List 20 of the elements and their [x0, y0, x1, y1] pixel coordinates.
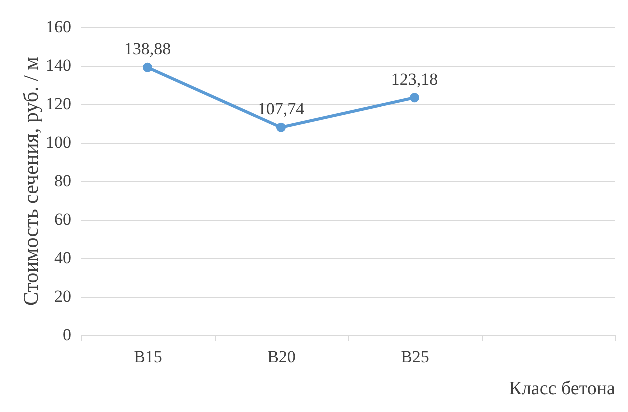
- y-tick-label: 100: [46, 133, 72, 152]
- point: [410, 93, 420, 103]
- data-label: 138,88: [124, 40, 172, 59]
- point: [276, 122, 286, 132]
- y-tick-label: 160: [46, 18, 72, 36]
- y-axis-title: Стоимость сечения, руб. / м: [19, 57, 43, 306]
- y-tick-label: 140: [46, 56, 72, 75]
- y-tick-label: 60: [54, 210, 72, 229]
- data-label: 107,74: [258, 100, 306, 119]
- y-tick-label: 0: [63, 326, 72, 344]
- x-tick-label: B20: [268, 348, 296, 366]
- y-tick-label: 120: [46, 94, 72, 114]
- point: [143, 62, 152, 72]
- y-tick-label: 20: [54, 287, 72, 306]
- y-tick-label: 40: [54, 248, 72, 268]
- x-axis-title: Класс бетона: [509, 378, 616, 400]
- y-tick-label: 80: [54, 172, 72, 190]
- x-tick-label: B15: [134, 348, 162, 366]
- data-label: 123,18: [391, 70, 438, 89]
- x-tick-label: B25: [401, 348, 430, 366]
